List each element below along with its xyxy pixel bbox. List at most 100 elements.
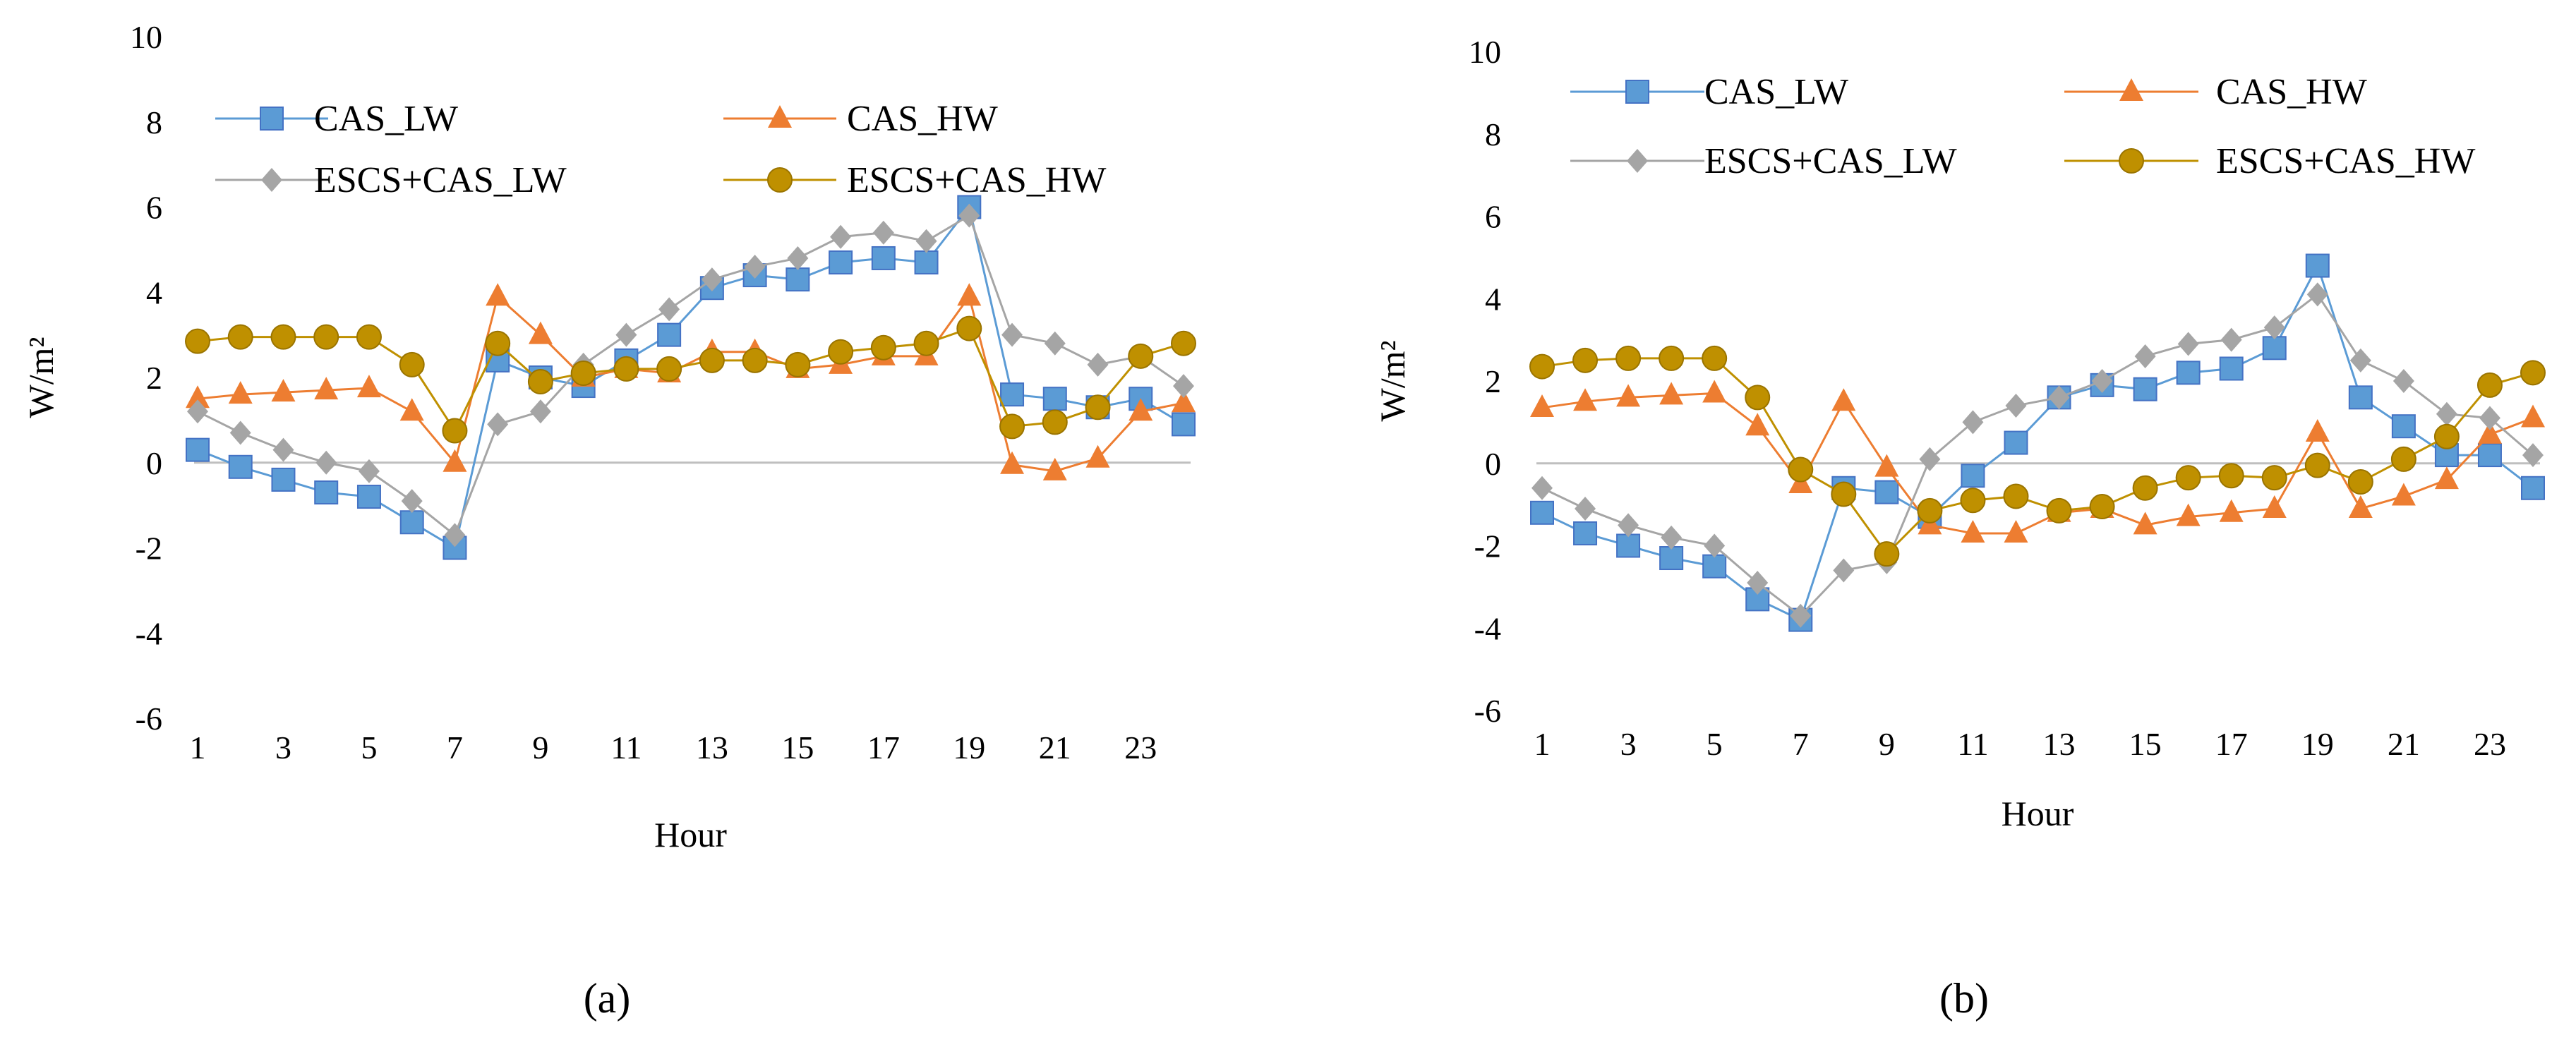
data-point <box>1833 558 1855 583</box>
data-point <box>914 250 939 274</box>
data-point <box>1961 519 1985 543</box>
data-point <box>399 510 424 535</box>
data-point <box>1919 447 1941 471</box>
data-point <box>2477 420 2502 444</box>
data-point <box>2520 360 2546 386</box>
data-point <box>2046 497 2072 524</box>
data-point <box>2133 377 2157 401</box>
data-point <box>2306 282 2328 307</box>
data-point <box>1874 541 1900 567</box>
data-point <box>2348 495 2373 518</box>
data-point <box>958 203 980 228</box>
data-point <box>2219 499 2244 522</box>
data-point <box>1745 385 1771 411</box>
data-point <box>227 324 253 350</box>
data-point <box>570 360 596 386</box>
data-point <box>870 334 896 361</box>
data-point <box>1128 343 1154 369</box>
data-point <box>742 347 768 373</box>
data-point <box>185 328 210 354</box>
series-line <box>1541 357 2534 556</box>
data-point <box>444 523 466 547</box>
data-point <box>701 267 723 292</box>
data-point <box>1616 533 1641 558</box>
x-axis-title: Hour <box>654 815 727 854</box>
x-tick-label: 21 <box>2388 726 2420 762</box>
legend-entry: CAS_LW <box>215 99 458 139</box>
data-point <box>186 385 210 408</box>
data-point <box>872 220 894 245</box>
data-point <box>399 398 424 421</box>
data-point <box>271 467 296 492</box>
series-CAS_LW <box>186 195 1196 560</box>
y-tick-label: -4 <box>1474 610 1501 646</box>
x-tick-label: 21 <box>1039 730 1071 765</box>
data-point <box>1961 464 1985 488</box>
data-point <box>1831 481 1857 507</box>
data-point <box>2091 369 2113 393</box>
data-point <box>1659 382 1684 405</box>
series-CAS_LW <box>1530 253 2545 632</box>
x-tick-label: 11 <box>1957 726 1988 762</box>
data-point <box>2177 332 2199 356</box>
legend-marker <box>1625 80 1649 104</box>
x-tick-label: 19 <box>953 730 985 765</box>
data-point <box>186 437 210 462</box>
data-point <box>1661 525 1683 550</box>
data-point <box>2476 372 2503 398</box>
data-point <box>1704 533 1726 558</box>
data-point <box>2263 315 2285 340</box>
legend-label: CAS_HW <box>2216 72 2367 112</box>
legend-marker <box>260 107 284 131</box>
data-point <box>871 246 896 270</box>
data-point <box>1172 412 1196 437</box>
x-tick-label: 7 <box>447 730 463 765</box>
legend-marker <box>1627 149 1648 173</box>
legend-label: CAS_LW <box>1704 72 1848 112</box>
data-point <box>1659 345 1685 371</box>
legend-marker <box>2119 78 2143 101</box>
data-point <box>2005 394 2027 418</box>
data-point <box>1042 409 1068 435</box>
legend-entry: CAS_HW <box>2064 72 2367 112</box>
series-line <box>1541 293 2534 617</box>
x-tick-label: 11 <box>610 730 642 765</box>
data-point <box>1530 500 1554 525</box>
series-ESCS+CAS_LW <box>1531 282 2544 628</box>
data-point <box>2391 414 2416 439</box>
data-point <box>1788 456 1814 483</box>
data-point <box>956 315 982 341</box>
data-point <box>356 375 381 398</box>
data-point <box>2004 430 2028 455</box>
legend-label: ESCS+CAS_HW <box>2216 141 2475 181</box>
data-point <box>1573 388 1598 411</box>
data-point <box>1616 384 1641 407</box>
legend-entry: CAS_HW <box>723 99 998 139</box>
data-point <box>2133 512 2157 535</box>
data-point <box>2218 463 2244 489</box>
x-tick-label: 9 <box>1879 726 1895 762</box>
data-point <box>1572 347 1599 373</box>
data-point <box>1575 496 1596 521</box>
legend-label: ESCS+CAS_HW <box>847 160 1106 200</box>
data-point <box>828 339 854 365</box>
data-point <box>487 412 509 437</box>
data-point <box>356 485 381 509</box>
data-point <box>399 351 425 377</box>
series-ESCS+CAS_HW <box>185 315 1196 444</box>
series-line <box>1541 262 2534 622</box>
data-point <box>1085 444 1110 468</box>
data-point <box>529 399 551 424</box>
data-point <box>2305 418 2330 442</box>
data-point <box>2003 483 2029 509</box>
x-tick-label: 5 <box>1707 726 1723 762</box>
data-point <box>1874 454 1899 477</box>
data-point <box>1745 413 1770 436</box>
data-point <box>2434 466 2459 490</box>
data-point <box>1087 352 1109 377</box>
data-point <box>615 322 637 347</box>
data-point <box>915 229 937 253</box>
series-line <box>197 293 1184 473</box>
data-point <box>1042 387 1067 411</box>
